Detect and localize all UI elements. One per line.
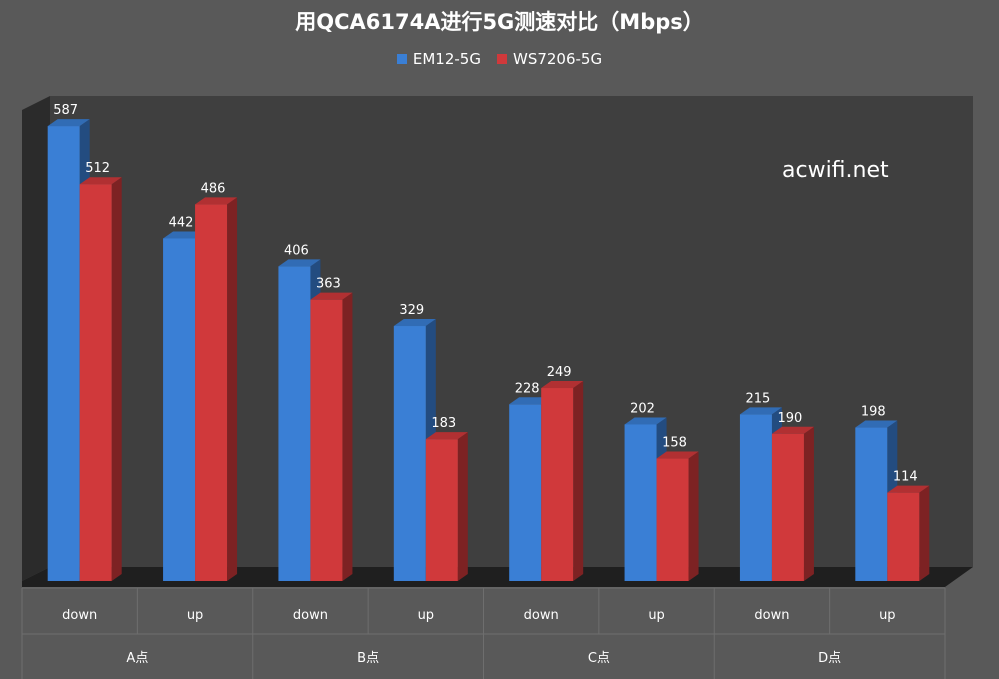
- watermark-text: acwifi.net: [782, 158, 889, 183]
- data-label: 406: [284, 243, 309, 258]
- bar-top-1-1: [47, 119, 90, 127]
- bar-side-2-8: [919, 485, 930, 581]
- bar-series-1-4: [393, 326, 426, 581]
- bar-side-2-2: [227, 197, 238, 581]
- bar-series-2-6: [656, 458, 689, 581]
- data-label: 512: [85, 161, 110, 176]
- bar-top-1-6: [624, 417, 667, 425]
- category-label: up: [879, 608, 896, 623]
- data-label: 198: [861, 405, 886, 420]
- bar-top-2-3: [310, 292, 353, 300]
- data-label: 442: [169, 215, 194, 230]
- bar-top-1-8: [855, 420, 898, 428]
- side-wall: [22, 96, 50, 581]
- floor: [22, 567, 973, 587]
- group-label: C点: [588, 651, 610, 666]
- bar-series-2-8: [887, 492, 920, 581]
- bar-top-1-2: [163, 231, 206, 239]
- bar-top-1-4: [393, 319, 436, 327]
- data-label: 228: [515, 381, 540, 396]
- bar-side-2-5: [573, 381, 584, 581]
- bar-side-2-1: [111, 177, 122, 581]
- bar-series-2-3: [310, 299, 343, 581]
- data-label: 202: [630, 401, 655, 416]
- group-label: B点: [357, 651, 379, 666]
- bar-series-1-2: [163, 238, 196, 581]
- bar-series-2-2: [195, 204, 228, 581]
- category-label: down: [62, 608, 97, 623]
- bar-side-2-3: [342, 292, 353, 581]
- group-label: A点: [126, 651, 148, 666]
- data-label: 363: [316, 277, 341, 292]
- bar-top-1-7: [739, 407, 782, 415]
- data-label: 183: [431, 416, 456, 431]
- bar-top-2-4: [425, 432, 468, 440]
- bar-series-1-7: [739, 414, 772, 581]
- bar-series-1-3: [278, 266, 311, 581]
- bar-top-2-7: [771, 426, 814, 434]
- bar-series-2-5: [541, 388, 574, 581]
- bar-series-1-6: [624, 424, 657, 581]
- bar-top-2-1: [79, 177, 122, 185]
- legend-item-series-2: WS7206-5G: [496, 50, 603, 68]
- legend-label-series-2: WS7206-5G: [512, 50, 603, 68]
- group-label: D点: [818, 651, 841, 666]
- bar-side-2-4: [457, 432, 468, 581]
- data-label: 158: [662, 436, 687, 451]
- category-label: up: [418, 608, 435, 623]
- legend-swatch-series-1: [396, 54, 407, 64]
- data-label: 486: [201, 181, 226, 196]
- category-label: down: [524, 608, 559, 623]
- data-label: 249: [547, 365, 572, 380]
- bar-series-1-1: [47, 126, 80, 581]
- data-label: 114: [893, 470, 918, 485]
- bar-top-2-8: [887, 485, 930, 493]
- category-label: down: [754, 608, 789, 623]
- data-label: 329: [399, 303, 424, 318]
- legend-label-series-1: EM12-5G: [412, 50, 481, 68]
- bar-top-1-3: [278, 259, 321, 267]
- bar-series-1-8: [855, 427, 888, 581]
- data-label: 587: [53, 103, 78, 118]
- bar-top-2-2: [195, 197, 238, 205]
- bar-series-2-4: [425, 439, 458, 581]
- legend-swatch-series-2: [496, 54, 507, 64]
- legend: EM12-5G WS7206-5G: [0, 50, 999, 68]
- category-label: up: [648, 608, 665, 623]
- category-label: down: [293, 608, 328, 623]
- bar-series-1-5: [509, 404, 542, 581]
- category-label: up: [187, 608, 204, 623]
- legend-item-series-1: EM12-5G: [396, 50, 481, 68]
- bar-series-2-7: [771, 433, 804, 581]
- bar-top-2-6: [656, 451, 699, 459]
- bar-side-2-7: [803, 426, 814, 581]
- bar-top-2-5: [541, 381, 584, 389]
- data-label: 215: [746, 391, 771, 406]
- data-label: 190: [778, 411, 803, 426]
- bar-top-1-5: [509, 397, 552, 405]
- chart-title: 用QCA6174A进行5G测速对比（Mbps）: [295, 10, 704, 34]
- bar-series-2-1: [79, 184, 112, 581]
- bar-side-2-6: [688, 451, 699, 581]
